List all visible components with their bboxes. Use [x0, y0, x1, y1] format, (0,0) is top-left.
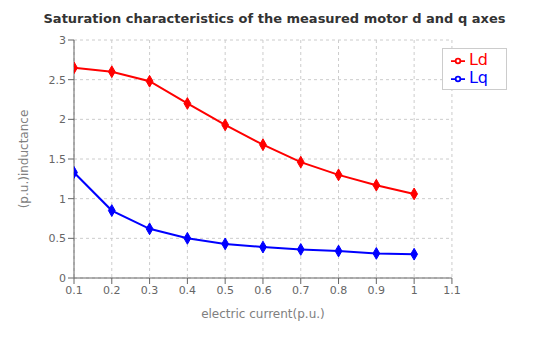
svg-text:1: 1 — [411, 284, 418, 297]
svg-text:0: 0 — [59, 272, 66, 285]
svg-text:3: 3 — [59, 34, 66, 47]
html-text:Saturation characteristics of: Saturation characteristics of the measur… — [43, 11, 506, 26]
svg-text:0.5: 0.5 — [49, 232, 67, 245]
svg-text:2.5: 2.5 — [49, 74, 67, 87]
svg-text:0.3: 0.3 — [141, 284, 159, 297]
svg-text:1: 1 — [59, 193, 66, 206]
svg-text:0.8: 0.8 — [330, 284, 348, 297]
svg-text:0.6: 0.6 — [254, 284, 272, 297]
svg-text:1.1: 1.1 — [443, 284, 461, 297]
svg-text:0.2: 0.2 — [103, 284, 121, 297]
svg-text:electric current(p.u.): electric current(p.u.) — [201, 307, 325, 321]
svg-text:0.7: 0.7 — [292, 284, 310, 297]
html-text:Lq: Lq — [468, 68, 488, 87]
svg-text:0.1: 0.1 — [65, 284, 83, 297]
svg-text:1.5: 1.5 — [49, 153, 67, 166]
svg-text:0.5: 0.5 — [216, 284, 234, 297]
svg-text:(p.u.)inductance: (p.u.)inductance — [17, 110, 31, 209]
svg-text:0.4: 0.4 — [179, 284, 197, 297]
svg-text:0.9: 0.9 — [368, 284, 386, 297]
html-text:Ld: Ld — [468, 50, 488, 69]
svg-text:2: 2 — [59, 113, 66, 126]
